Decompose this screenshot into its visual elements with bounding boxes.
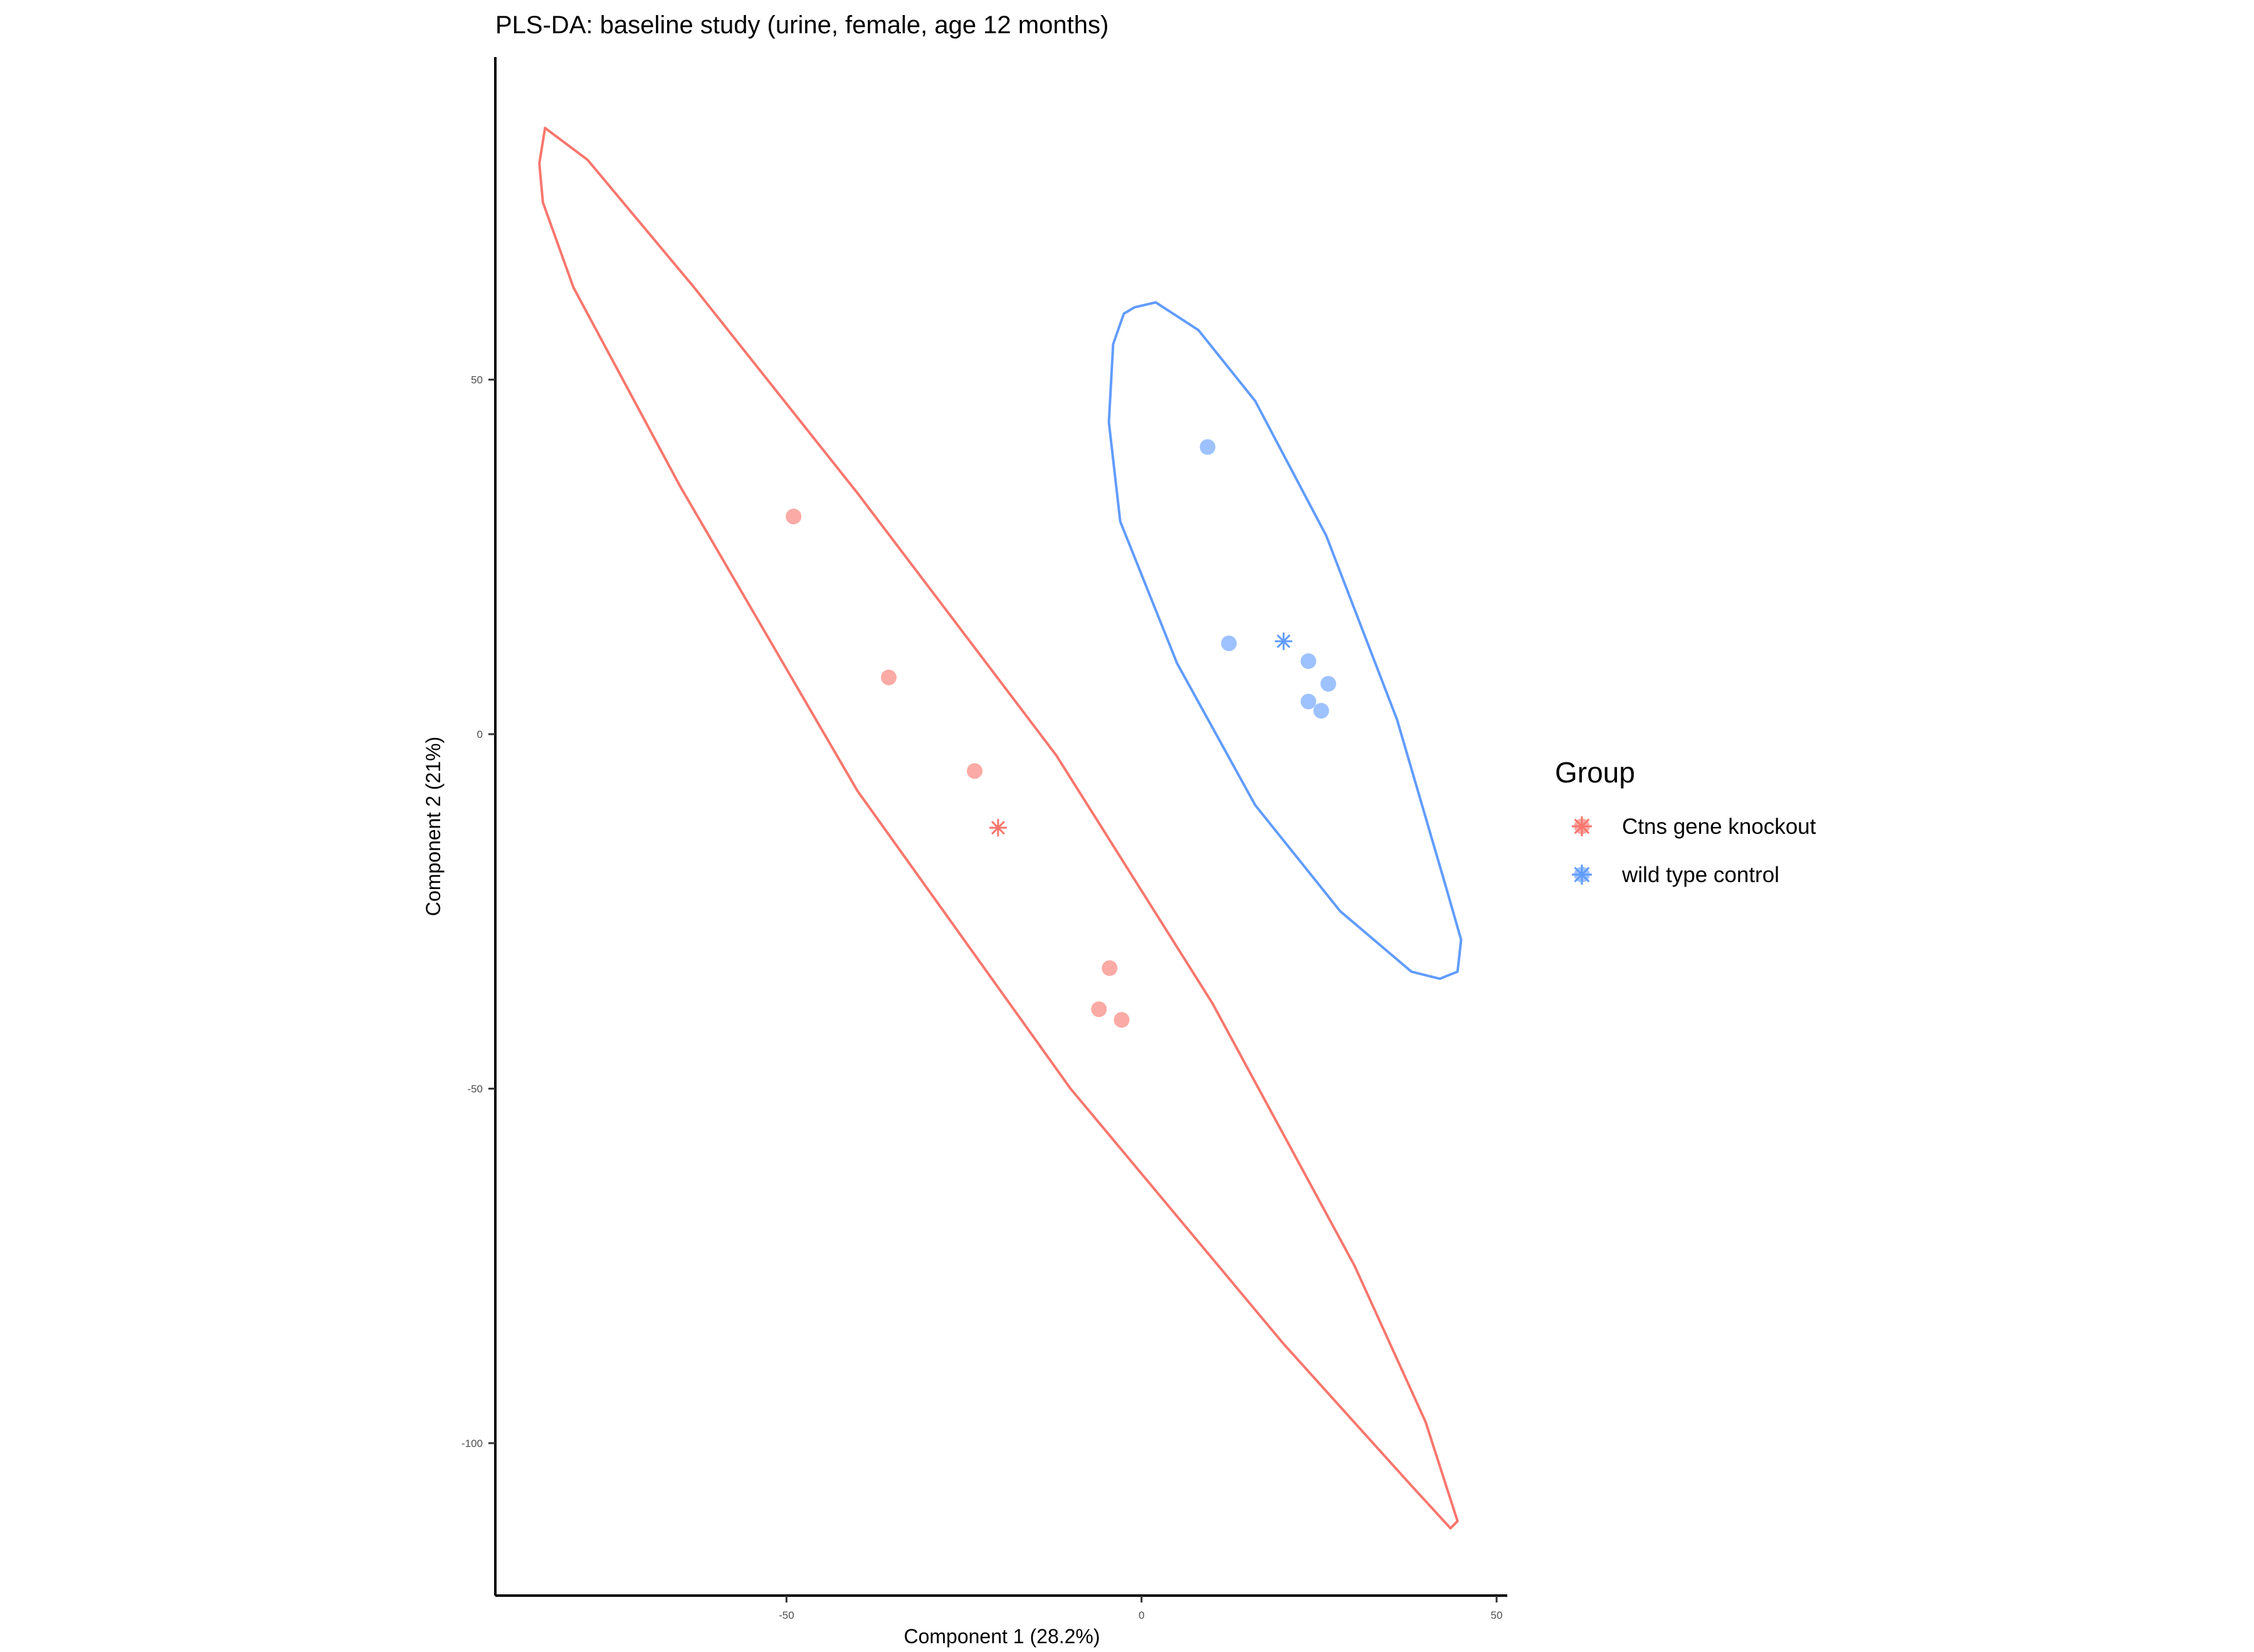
legend-label-wild-type-control: wild type control	[1621, 863, 1779, 887]
x-tick-label: -50	[779, 1609, 794, 1621]
data-point-ctns-gene-knockout-6	[1114, 1012, 1130, 1028]
data-point-wild-type-control-3	[1300, 653, 1317, 670]
axis-ticks: -50 0 50 50 0 -50 -100	[461, 374, 1503, 1621]
data-point-ctns-gene-knockout-5	[1091, 1001, 1107, 1018]
legend-key-wild-type-control	[1572, 865, 1592, 885]
x-tick-label: 0	[1139, 1609, 1144, 1621]
legend-label-ctns-gene-knockout: Ctns gene knockout	[1622, 814, 1816, 839]
data-point-wild-type-control-2	[1221, 635, 1237, 651]
chart-title: PLS-DA: baseline study (urine, female, a…	[495, 11, 1109, 39]
data-point-wild-type-control-4	[1320, 676, 1337, 692]
data-point-ctns-gene-knockout-4	[1102, 960, 1118, 976]
plot-area	[538, 127, 1463, 1530]
legend-entries: Ctns gene knockout wild type control	[1572, 814, 1816, 887]
y-tick-label: 50	[471, 374, 483, 386]
legend: Group Ctns gene knockout wild type contro…	[1555, 756, 1816, 887]
data-point-ctns-gene-knockout-3	[967, 763, 983, 779]
centroid-marker-wild-type-control	[1275, 632, 1293, 650]
data-point-wild-type-control-5	[1300, 693, 1317, 710]
data-point-wild-type-control-6	[1313, 703, 1329, 719]
y-axis-title: Component 2 (21%)	[422, 737, 445, 916]
centroid-marker-ctns-gene-knockout	[989, 819, 1007, 837]
y-tick-label: -100	[461, 1438, 483, 1449]
data-point-ctns-gene-knockout-1	[786, 508, 802, 525]
data-point-wild-type-control-1	[1199, 439, 1216, 455]
x-axis-title: Component 1 (28.2%)	[903, 1625, 1100, 1648]
legend-title: Group	[1555, 756, 1635, 789]
confidence-ellipse-ctns-gene-knockout	[538, 127, 1459, 1530]
x-tick-label: 50	[1491, 1609, 1503, 1621]
legend-key-ctns-gene-knockout	[1572, 816, 1592, 836]
data-point-ctns-gene-knockout-2	[880, 670, 897, 686]
y-tick-label: 0	[477, 729, 483, 740]
y-tick-label: -50	[467, 1083, 483, 1095]
confidence-ellipse-wild-type-control	[1107, 301, 1463, 981]
